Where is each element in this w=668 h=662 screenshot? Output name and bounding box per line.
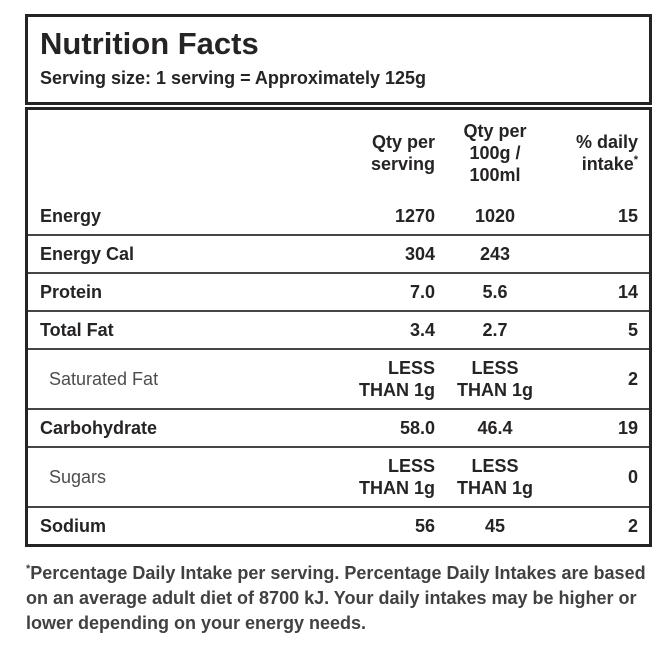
qty-per-serving-value: LESS THAN 1g bbox=[359, 358, 435, 400]
table-header: Qty per serving Qty per 100g / 100ml % d… bbox=[28, 110, 649, 198]
nutrient-name: Total Fat bbox=[40, 320, 114, 340]
label-header-box: Nutrition Facts Serving size: 1 serving … bbox=[25, 14, 652, 105]
footnote-asterisk: * bbox=[26, 563, 31, 575]
table-row-sugars: Sugars LESS THAN 1g LESS THAN 1g 0 bbox=[28, 447, 649, 507]
qty-per-100g-column-header: Qty per 100g / 100ml bbox=[463, 121, 527, 185]
nutrition-label-page: Nutrition Facts Serving size: 1 serving … bbox=[25, 14, 652, 636]
table-row-energy-cal: Energy Cal 304 243 bbox=[28, 235, 649, 273]
nutrient-column-header bbox=[28, 110, 340, 198]
qty-per-100g-value: 243 bbox=[479, 244, 511, 264]
table-row-protein: Protein 7.0 5.6 14 bbox=[28, 273, 649, 311]
daily-intake-value: 19 bbox=[617, 418, 638, 438]
qty-per-serving-value: 56 bbox=[414, 516, 435, 536]
qty-per-serving-value: 304 bbox=[404, 244, 435, 264]
table-body: Energy 1270 1020 15 Energy Cal 304 243 P… bbox=[28, 198, 649, 544]
footnote-text: Percentage Daily Intake per serving. Per… bbox=[26, 563, 646, 633]
table-row-saturated-fat: Saturated Fat LESS THAN 1g LESS THAN 1g … bbox=[28, 349, 649, 409]
table-row-carbohydrate: Carbohydrate 58.0 46.4 19 bbox=[28, 409, 649, 447]
nutrient-name: Energy bbox=[40, 206, 102, 226]
qty-per-100g-value: 46.4 bbox=[477, 418, 513, 438]
daily-intake-value: 15 bbox=[617, 206, 638, 226]
table-row-energy: Energy 1270 1020 15 bbox=[28, 198, 649, 235]
nutrient-name: Carbohydrate bbox=[40, 418, 158, 438]
daily-intake-column-header: % daily intake* bbox=[541, 110, 649, 198]
nutrient-name: Energy Cal bbox=[40, 244, 135, 264]
nutrition-table-box: Qty per serving Qty per 100g / 100ml % d… bbox=[25, 107, 652, 547]
nutrient-name: Protein bbox=[40, 282, 103, 302]
qty-per-serving-column-header: Qty per serving bbox=[370, 132, 435, 174]
nutrient-name: Sugars bbox=[49, 467, 107, 487]
serving-size-line: Serving size: 1 serving = Approximately … bbox=[40, 68, 426, 88]
qty-per-serving-value: 58.0 bbox=[399, 418, 435, 438]
qty-per-serving-value: 1270 bbox=[394, 206, 435, 226]
qty-per-100g-value: LESS THAN 1g bbox=[457, 456, 533, 498]
nutrition-table: Qty per serving Qty per 100g / 100ml % d… bbox=[28, 110, 649, 544]
daily-intake-value: 0 bbox=[627, 467, 638, 487]
nutrient-name: Saturated Fat bbox=[49, 369, 159, 389]
qty-per-100g-value: 5.6 bbox=[482, 282, 508, 302]
daily-intake-asterisk: * bbox=[633, 154, 638, 166]
qty-per-100g-value: LESS THAN 1g bbox=[457, 358, 533, 400]
daily-intake-header-label: % daily intake bbox=[575, 132, 638, 174]
daily-intake-value bbox=[541, 235, 649, 273]
label-title: Nutrition Facts bbox=[40, 26, 259, 61]
table-header-row: Qty per serving Qty per 100g / 100ml % d… bbox=[28, 110, 649, 198]
qty-per-100g-value: 1020 bbox=[474, 206, 516, 226]
qty-per-100g-value: 2.7 bbox=[482, 320, 508, 340]
daily-intake-value: 5 bbox=[627, 320, 638, 340]
qty-per-serving-value: 7.0 bbox=[409, 282, 435, 302]
daily-intake-value: 2 bbox=[627, 516, 638, 536]
daily-intake-footnote: *Percentage Daily Intake per serving. Pe… bbox=[26, 561, 652, 636]
daily-intake-value: 14 bbox=[617, 282, 638, 302]
qty-per-serving-value: 3.4 bbox=[409, 320, 435, 340]
qty-per-serving-value: LESS THAN 1g bbox=[359, 456, 435, 498]
qty-per-100g-value: 45 bbox=[484, 516, 506, 536]
nutrient-name: Sodium bbox=[40, 516, 106, 536]
daily-intake-value: 2 bbox=[627, 369, 638, 389]
table-row-total-fat: Total Fat 3.4 2.7 5 bbox=[28, 311, 649, 349]
table-row-sodium: Sodium 56 45 2 bbox=[28, 507, 649, 544]
